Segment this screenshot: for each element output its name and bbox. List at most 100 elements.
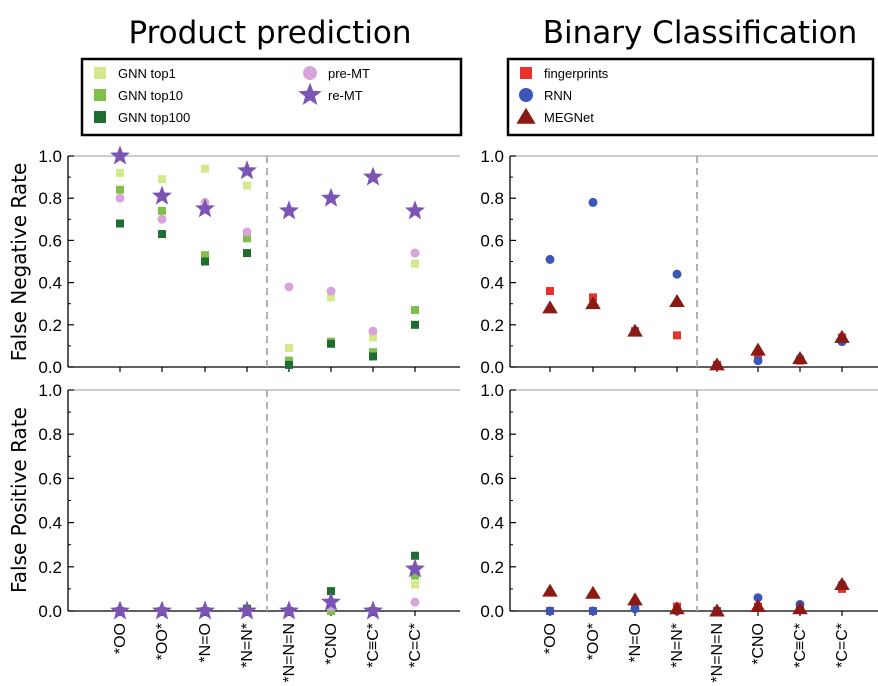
- legend-marker: [298, 82, 322, 105]
- x-tick-label: *C=C*: [834, 623, 851, 668]
- y-tick-label: 0.2: [480, 316, 504, 335]
- y-tick-label: 1.0: [480, 381, 504, 400]
- legend-label: MEGNet: [544, 110, 594, 125]
- data-point: [158, 175, 166, 184]
- data-point: [110, 600, 130, 620]
- y-tick-label: 0.4: [38, 274, 62, 293]
- data-point: [792, 351, 808, 365]
- legend-marker: [519, 88, 533, 102]
- data-point: [158, 206, 166, 215]
- x-tick-label: *C=C*: [407, 623, 424, 668]
- legend-marker: [520, 67, 532, 79]
- data-point: [709, 603, 725, 617]
- data-point: [243, 234, 251, 243]
- data-point: [201, 251, 209, 260]
- y-tick-label: 1.0: [38, 147, 62, 166]
- data-point: [369, 352, 377, 361]
- data-point: [753, 593, 763, 603]
- data-point: [410, 597, 420, 607]
- data-point: [585, 585, 601, 599]
- data-point: [279, 600, 299, 620]
- legend-left: GNN top1 GNN top10 GNN top100 pre-MT re-MT: [80, 57, 463, 137]
- legend-frame: [506, 57, 875, 137]
- panel-binary-fpr: 0.0 0.2 0.4 0.6 0.8 1.0 *OO *OO* *N=O *N=N* *N=N=N…: [480, 381, 878, 683]
- legend-label: GNN top100: [118, 110, 190, 125]
- legend-label: fingerprints: [544, 66, 609, 81]
- x-tick-label: *CNO: [750, 623, 767, 665]
- legend-right: fingerprints RNN MEGNet: [506, 57, 875, 137]
- legend-marker: [516, 107, 536, 124]
- data-point: [750, 342, 766, 356]
- data-point: [321, 187, 341, 207]
- data-point: [411, 306, 419, 315]
- data-point: [834, 329, 850, 343]
- data-point: [672, 269, 682, 279]
- data-point: [237, 600, 257, 620]
- data-point: [411, 571, 419, 580]
- data-point: [115, 193, 125, 203]
- y-tick-label: 0.0: [38, 602, 62, 621]
- data-point: [321, 591, 341, 611]
- y-tick-label: 0.6: [480, 231, 504, 250]
- y-tick-label: 0.8: [480, 189, 504, 208]
- data-point: [152, 185, 172, 205]
- data-point: [242, 227, 252, 237]
- data-point: [195, 198, 215, 218]
- data-point: [368, 326, 378, 336]
- data-point: [753, 356, 763, 366]
- panel-product-fpr: 0.0 0.2 0.4 0.6 0.8 1.0 *OO *OO* *N=O *N=N* *N=N=N…: [38, 381, 460, 683]
- data-point: [363, 600, 383, 620]
- y-tick-label: 0.6: [480, 469, 504, 488]
- data-point: [411, 580, 419, 589]
- legend-marker: [94, 67, 106, 79]
- ylabel-bottom: False Positive Rate: [7, 407, 31, 593]
- data-point: [585, 296, 601, 310]
- data-point: [669, 294, 685, 308]
- data-point: [627, 323, 643, 337]
- legend-marker: [303, 66, 317, 80]
- data-point: [673, 331, 681, 340]
- y-tick-label: 0.0: [38, 358, 62, 377]
- legend-frame: [80, 57, 463, 137]
- data-point: [326, 286, 336, 296]
- y-tick-label: 0.8: [38, 425, 62, 444]
- legend-label: RNN: [544, 88, 572, 103]
- legend-label: GNN top10: [118, 88, 183, 103]
- data-point: [630, 604, 640, 614]
- data-point: [284, 282, 294, 292]
- x-tick-label: *N=N*: [669, 623, 686, 668]
- data-point: [327, 587, 335, 596]
- legend-label: re-MT: [328, 88, 363, 103]
- data-point: [243, 181, 251, 190]
- ylabel-top: False Negative Rate: [7, 163, 31, 362]
- data-point: [152, 600, 172, 620]
- data-point: [669, 601, 685, 615]
- x-tick-label: *C≡C*: [792, 623, 809, 668]
- data-point: [750, 599, 766, 613]
- legend-marker: [94, 89, 106, 101]
- panel-product-fnr: 0.0 0.2 0.4 0.6 0.8 1.0: [38, 145, 460, 377]
- data-point: [405, 200, 425, 220]
- data-point: [588, 197, 598, 207]
- x-tick-label: *N=N=N: [709, 623, 726, 683]
- data-point: [285, 356, 293, 365]
- y-tick-label: 0.6: [38, 231, 62, 250]
- data-point: [237, 160, 257, 180]
- data-point: [411, 551, 419, 560]
- legend-marker: [94, 111, 106, 123]
- legend-label: pre-MT: [328, 66, 370, 81]
- data-point: [405, 558, 425, 578]
- y-tick-label: 0.0: [480, 358, 504, 377]
- data-point: [116, 219, 124, 228]
- data-point: [542, 300, 558, 314]
- data-point: [627, 592, 643, 606]
- left-title: Product prediction: [128, 15, 411, 51]
- x-tick-label: *OO: [112, 623, 129, 654]
- data-point: [542, 583, 558, 597]
- data-point: [116, 168, 124, 177]
- x-tick-label: *C≡C*: [365, 623, 382, 668]
- data-point: [369, 333, 377, 342]
- right-title: Binary Classification: [543, 15, 858, 51]
